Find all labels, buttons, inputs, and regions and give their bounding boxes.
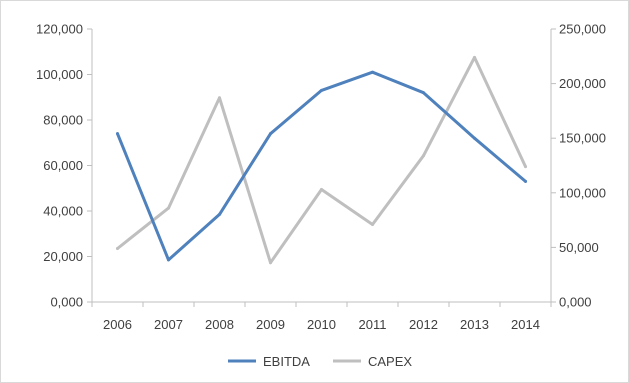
legend-label-ebitda: EBITDA <box>263 354 310 369</box>
data-point-capex <box>218 96 221 100</box>
x-axis-tick-label: 2007 <box>154 317 183 332</box>
x-axis-tick-label: 2010 <box>307 317 336 332</box>
data-point-ebitda <box>116 132 119 136</box>
data-point-ebitda <box>320 88 323 92</box>
x-axis-tick-label: 2014 <box>511 317 540 332</box>
data-point-capex <box>116 246 119 250</box>
right-axis-tick-label: 100,000 <box>559 185 606 200</box>
right-axis-tick-label: 250,000 <box>559 22 606 37</box>
x-axis-tick-label: 2008 <box>205 317 234 332</box>
x-axis-tick-label: 2013 <box>460 317 489 332</box>
series-line-ebitda <box>116 70 527 262</box>
right-axis-tick-label: 200,000 <box>559 76 606 91</box>
data-point-ebitda <box>167 258 170 262</box>
data-point-ebitda <box>524 179 527 183</box>
legend-label-capex: CAPEX <box>368 354 412 369</box>
right-axis-tick-label: 150,000 <box>559 131 606 146</box>
series-line-capex <box>116 55 527 265</box>
data-point-ebitda <box>218 212 221 216</box>
left-axis-tick-label: 80,000 <box>43 113 83 128</box>
data-point-ebitda <box>473 136 476 140</box>
x-axis-tick-label: 2009 <box>256 317 285 332</box>
data-point-ebitda <box>422 91 425 95</box>
left-axis-tick-label: 40,000 <box>43 204 83 219</box>
left-axis-tick-label: 60,000 <box>43 158 83 173</box>
data-point-capex <box>320 188 323 192</box>
x-axis-tick-label: 2012 <box>409 317 438 332</box>
data-point-capex <box>371 222 374 226</box>
data-point-ebitda <box>371 70 374 74</box>
left-axis-tick-label: 0,000 <box>50 295 83 310</box>
x-axis-tick-label: 2006 <box>103 317 132 332</box>
data-point-capex <box>269 261 272 265</box>
right-axis-tick-label: 50,000 <box>559 240 599 255</box>
left-axis-tick-label: 120,000 <box>36 22 83 37</box>
data-point-capex <box>167 206 170 210</box>
left-axis-tick-label: 100,000 <box>36 67 83 82</box>
right-axis-tick-label: 0,000 <box>559 295 592 310</box>
data-point-capex <box>422 154 425 158</box>
x-axis-tick-label: 2011 <box>359 317 387 332</box>
data-point-ebitda <box>269 132 272 136</box>
left-axis-tick-label: 20,000 <box>43 249 83 264</box>
data-point-capex <box>524 165 527 169</box>
data-point-capex <box>473 55 476 59</box>
